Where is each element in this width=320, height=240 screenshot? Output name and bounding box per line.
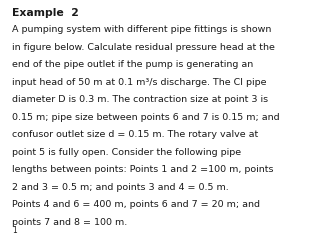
Text: input head of 50 m at 0.1 m³/s discharge. The CI pipe: input head of 50 m at 0.1 m³/s discharge… — [12, 78, 267, 87]
Text: 1: 1 — [12, 226, 17, 235]
Text: 2 and 3 = 0.5 m; and points 3 and 4 = 0.5 m.: 2 and 3 = 0.5 m; and points 3 and 4 = 0.… — [12, 183, 229, 192]
Text: 0.15 m; pipe size between points 6 and 7 is 0.15 m; and: 0.15 m; pipe size between points 6 and 7… — [12, 113, 280, 122]
Text: end of the pipe outlet if the pump is generating an: end of the pipe outlet if the pump is ge… — [12, 60, 253, 69]
Text: A pumping system with different pipe fittings is shown: A pumping system with different pipe fit… — [12, 25, 272, 34]
Text: points 7 and 8 = 100 m.: points 7 and 8 = 100 m. — [12, 218, 127, 227]
Text: diameter D is 0.3 m. The contraction size at point 3 is: diameter D is 0.3 m. The contraction siz… — [12, 95, 268, 104]
Text: lengths between points: Points 1 and 2 =100 m, points: lengths between points: Points 1 and 2 =… — [12, 165, 274, 174]
Text: Example  2: Example 2 — [12, 8, 79, 18]
Text: Points 4 and 6 = 400 m, points 6 and 7 = 20 m; and: Points 4 and 6 = 400 m, points 6 and 7 =… — [12, 200, 260, 209]
Text: confusor outlet size d = 0.15 m. The rotary valve at: confusor outlet size d = 0.15 m. The rot… — [12, 130, 259, 139]
Text: point 5 is fully open. Consider the following pipe: point 5 is fully open. Consider the foll… — [12, 148, 241, 157]
Text: in figure below. Calculate residual pressure head at the: in figure below. Calculate residual pres… — [12, 43, 275, 52]
